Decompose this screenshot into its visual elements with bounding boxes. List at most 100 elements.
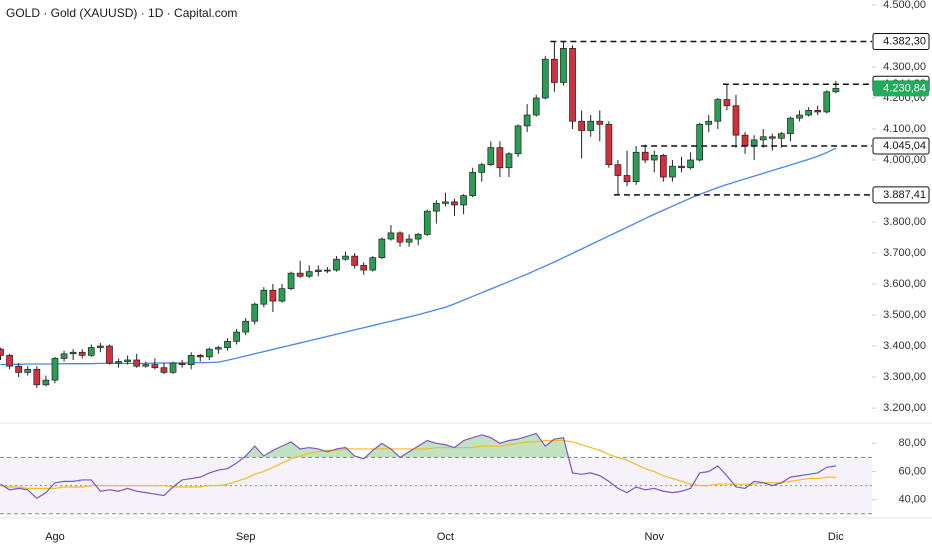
- candle-body: [142, 364, 150, 367]
- candle-body: [305, 271, 313, 277]
- candle-body: [24, 368, 32, 373]
- candle-body: [51, 358, 59, 381]
- candle-body: [432, 203, 440, 212]
- x-tick-label: Ago: [45, 531, 65, 543]
- candle-body: [178, 362, 186, 365]
- candle-body: [569, 48, 576, 122]
- x-tick-label: Nov: [644, 531, 664, 543]
- y-tick-label: 40,00: [898, 494, 926, 506]
- candle-body: [768, 136, 776, 139]
- y-tick-label: 3.700,00: [883, 247, 926, 259]
- candle-body: [296, 272, 304, 277]
- candle-body: [732, 105, 740, 136]
- candle-body: [741, 134, 749, 147]
- candle-body: [659, 154, 667, 178]
- y-tick-label: 3.400,00: [883, 340, 926, 352]
- candle-body: [60, 353, 68, 359]
- candle-body: [97, 345, 104, 348]
- candle-body: [287, 272, 295, 290]
- candle-body: [632, 151, 640, 183]
- candle-body: [369, 257, 377, 271]
- candle-body: [133, 359, 141, 367]
- level-label-box: [872, 186, 930, 204]
- candle-body: [405, 238, 413, 243]
- candle-body: [278, 288, 286, 302]
- candle-body: [160, 367, 168, 373]
- candle-body: [169, 362, 177, 373]
- x-tick-label: Dic: [828, 531, 844, 543]
- candle-body: [578, 120, 585, 131]
- candle-body: [78, 351, 86, 356]
- y-tick-label: 4.100,00: [883, 123, 926, 135]
- candle-body: [750, 139, 758, 147]
- level-label-box: [872, 137, 930, 155]
- candle-body: [705, 120, 713, 125]
- candle-body: [224, 341, 231, 348]
- candle-body: [423, 210, 431, 235]
- candle-body: [678, 165, 685, 169]
- candle-body: [33, 368, 41, 386]
- y-tick-label: 60,00: [898, 465, 926, 477]
- candle-body: [42, 379, 50, 386]
- candle-body: [759, 136, 767, 141]
- candle-body: [723, 99, 731, 107]
- candle-body: [324, 269, 331, 272]
- candle-body: [778, 133, 785, 139]
- candle-body: [796, 114, 803, 119]
- candle-body: [823, 91, 831, 113]
- candle-body: [378, 238, 386, 259]
- candle-body: [242, 320, 250, 333]
- x-tick-label: Sep: [236, 531, 256, 543]
- y-tick-label: 3.600,00: [883, 278, 926, 290]
- candle-body: [196, 354, 204, 358]
- candle-body: [523, 114, 531, 127]
- candle-body: [623, 175, 631, 183]
- last-price-label: 4.230,84: [883, 82, 926, 94]
- y-tick-label: 4.300,00: [883, 61, 926, 73]
- y-tick-label: 80,00: [898, 437, 926, 449]
- candle-body: [532, 97, 540, 116]
- candle-body: [669, 165, 676, 178]
- candle-body: [442, 201, 449, 204]
- candle-body: [260, 289, 268, 305]
- level-label: 3.887,41: [883, 189, 926, 201]
- candle-body: [333, 258, 340, 271]
- candle-body: [805, 110, 812, 116]
- rsi-ma-line: [0, 439, 836, 490]
- candle-body: [605, 123, 613, 165]
- candle-body: [560, 48, 567, 83]
- candle-body: [541, 58, 549, 99]
- candle-body: [87, 347, 95, 356]
- y-tick-label: 3.300,00: [883, 371, 926, 383]
- candle-body: [342, 255, 349, 260]
- level-label: 4.382,30: [883, 35, 926, 47]
- candle-body: [6, 354, 13, 367]
- rsi-line: [0, 432, 836, 500]
- candle-body: [151, 364, 159, 369]
- candle-body: [69, 351, 77, 355]
- y-tick-label: 3.800,00: [883, 216, 926, 228]
- candle-body: [696, 123, 704, 161]
- candle-body: [451, 201, 458, 206]
- candle-body: [587, 120, 595, 131]
- candle-body: [596, 120, 604, 125]
- candle-body: [0, 348, 4, 356]
- candle-body: [787, 117, 794, 134]
- y-tick-label: 4.000,00: [883, 154, 926, 166]
- candle-body: [460, 195, 467, 206]
- last-price-box: [873, 80, 929, 97]
- candle-body: [269, 289, 277, 302]
- y-tick-label: 4.500,00: [883, 0, 926, 11]
- candle-body: [124, 359, 131, 362]
- candle-body: [215, 347, 222, 350]
- candle-body: [641, 151, 649, 161]
- candle-body: [205, 348, 213, 358]
- candle-body: [106, 345, 113, 364]
- candle-body: [650, 154, 658, 161]
- chart-title: GOLD · Gold (XAUUSD) · 1D · Capital.com: [6, 6, 237, 20]
- level-label: 4.045,04: [883, 140, 926, 152]
- candle-body: [469, 172, 477, 197]
